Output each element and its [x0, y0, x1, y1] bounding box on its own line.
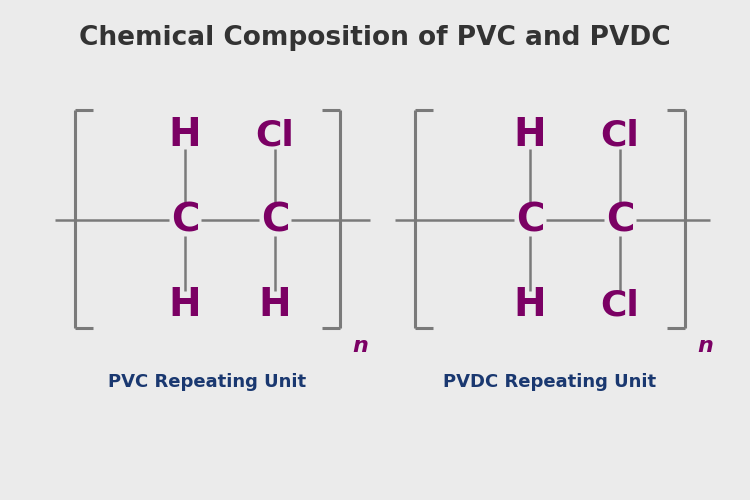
Text: Cl: Cl [601, 118, 639, 152]
Text: Cl: Cl [601, 288, 639, 322]
Text: C: C [516, 201, 544, 239]
Text: H: H [514, 116, 546, 154]
Text: Cl: Cl [256, 118, 294, 152]
Text: H: H [169, 286, 201, 324]
Text: H: H [169, 116, 201, 154]
Text: C: C [606, 201, 634, 239]
Text: n: n [352, 336, 368, 356]
Text: n: n [697, 336, 712, 356]
Text: H: H [514, 286, 546, 324]
Text: Chemical Composition of PVC and PVDC: Chemical Composition of PVC and PVDC [80, 25, 670, 51]
Text: PVC Repeating Unit: PVC Repeating Unit [109, 373, 307, 391]
Text: C: C [171, 201, 200, 239]
Text: PVDC Repeating Unit: PVDC Repeating Unit [443, 373, 656, 391]
Text: H: H [259, 286, 291, 324]
Text: C: C [261, 201, 290, 239]
